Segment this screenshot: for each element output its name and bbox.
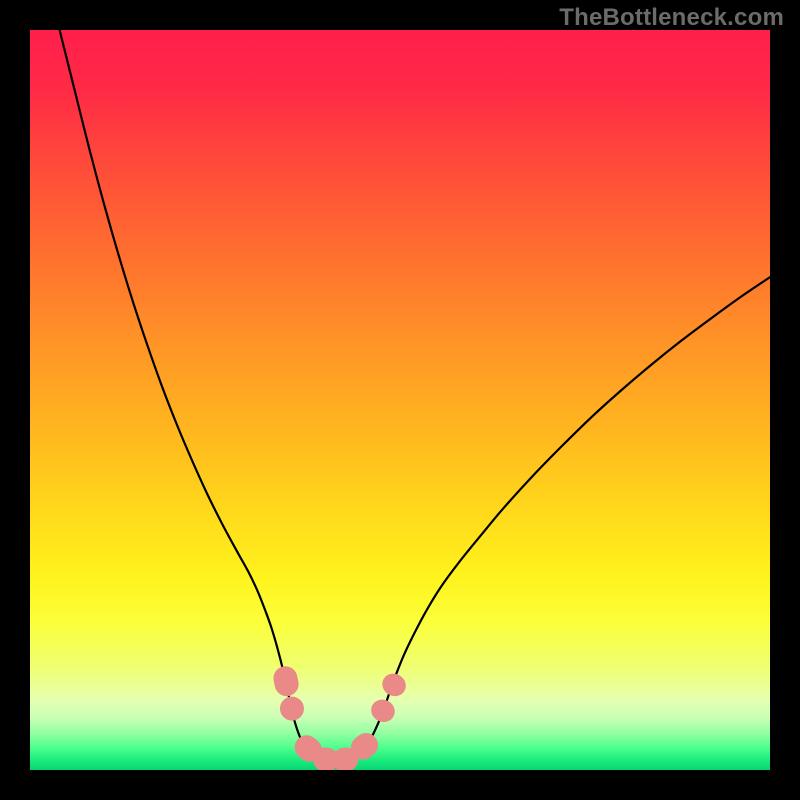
chart-svg [30, 30, 770, 770]
outer-frame: TheBottleneck.com [0, 0, 800, 800]
watermark-text: TheBottleneck.com [559, 4, 784, 32]
plot-area [30, 30, 770, 770]
chart-background [30, 30, 770, 770]
